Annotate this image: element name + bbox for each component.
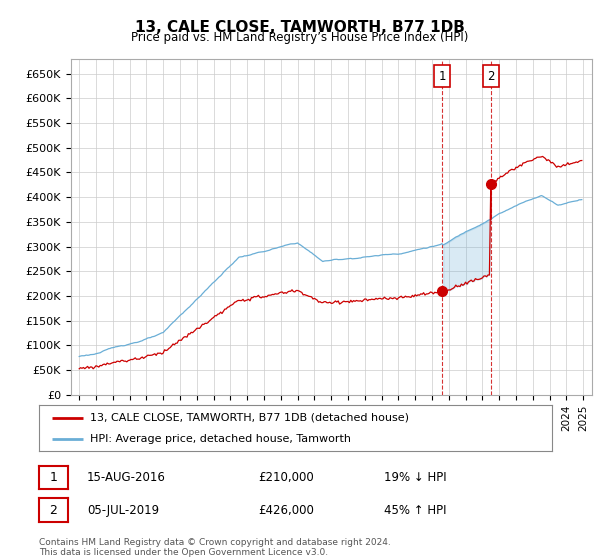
Text: 1: 1 xyxy=(49,471,58,484)
Text: Contains HM Land Registry data © Crown copyright and database right 2024.
This d: Contains HM Land Registry data © Crown c… xyxy=(39,538,391,557)
Text: 13, CALE CLOSE, TAMWORTH, B77 1DB (detached house): 13, CALE CLOSE, TAMWORTH, B77 1DB (detac… xyxy=(91,413,409,423)
Text: 1: 1 xyxy=(439,69,446,82)
Text: 15-AUG-2016: 15-AUG-2016 xyxy=(87,471,166,484)
Text: 2: 2 xyxy=(49,503,58,517)
Text: £210,000: £210,000 xyxy=(258,471,314,484)
Text: Price paid vs. HM Land Registry’s House Price Index (HPI): Price paid vs. HM Land Registry’s House … xyxy=(131,31,469,44)
Text: 19% ↓ HPI: 19% ↓ HPI xyxy=(384,471,446,484)
Text: 2: 2 xyxy=(487,69,494,82)
Text: 45% ↑ HPI: 45% ↑ HPI xyxy=(384,503,446,517)
Text: 13, CALE CLOSE, TAMWORTH, B77 1DB: 13, CALE CLOSE, TAMWORTH, B77 1DB xyxy=(135,20,465,35)
Text: HPI: Average price, detached house, Tamworth: HPI: Average price, detached house, Tamw… xyxy=(91,434,352,444)
Text: 05-JUL-2019: 05-JUL-2019 xyxy=(87,503,159,517)
Text: £426,000: £426,000 xyxy=(258,503,314,517)
